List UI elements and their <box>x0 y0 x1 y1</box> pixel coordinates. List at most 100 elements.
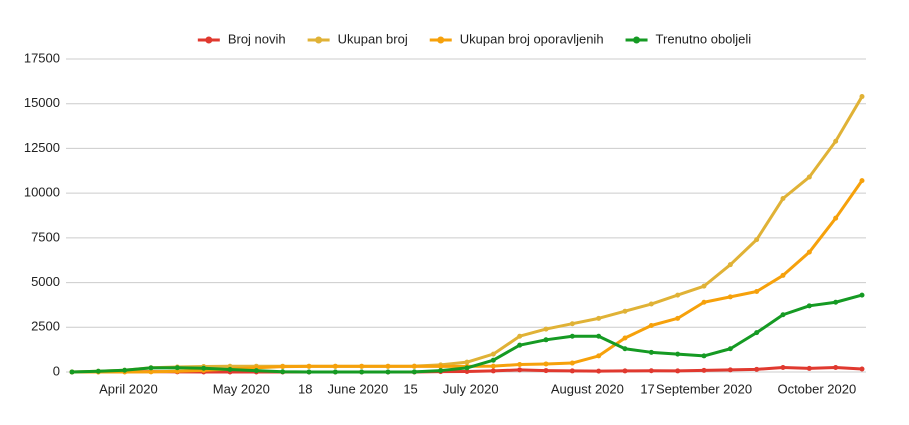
point <box>675 315 681 321</box>
point <box>569 360 575 366</box>
point <box>306 369 312 375</box>
point <box>754 289 760 295</box>
y-tick-label: 2500 <box>31 319 60 334</box>
point <box>727 294 733 300</box>
point <box>490 357 496 363</box>
point <box>543 326 549 332</box>
series-line <box>71 95 864 374</box>
point <box>727 346 733 352</box>
y-tick-label: 5000 <box>31 274 60 289</box>
point <box>701 283 707 289</box>
point <box>806 249 812 255</box>
point <box>780 196 786 202</box>
legend-item: Trenutno oboljeli <box>625 31 751 46</box>
point <box>227 366 233 372</box>
point <box>464 368 470 374</box>
point <box>385 363 391 369</box>
point <box>596 315 602 321</box>
x-tick-label: 17 <box>640 381 654 396</box>
y-tick-label: 15000 <box>24 95 60 110</box>
point <box>701 353 707 359</box>
point <box>385 369 391 375</box>
point <box>306 363 312 369</box>
point <box>622 368 628 374</box>
point <box>332 363 338 369</box>
point <box>438 363 444 369</box>
point <box>122 367 128 373</box>
point <box>464 359 470 365</box>
point <box>174 365 180 371</box>
point <box>543 337 549 343</box>
legend-dot <box>633 36 641 44</box>
point <box>648 349 654 355</box>
x-tick-label: June 2020 <box>328 381 389 396</box>
x-tick-label: 15 <box>403 381 417 396</box>
y-tick-label: 12500 <box>24 140 60 155</box>
x-tick-label: September 2020 <box>656 381 752 396</box>
point <box>490 351 496 357</box>
point <box>359 363 365 369</box>
x-tick-label: May 2020 <box>213 381 270 396</box>
point <box>780 365 786 371</box>
legend-dot <box>437 36 445 44</box>
series-line <box>72 179 864 374</box>
point <box>806 303 812 309</box>
point <box>464 365 470 371</box>
point <box>69 369 75 375</box>
point <box>859 366 865 372</box>
point <box>569 368 575 374</box>
point <box>411 363 417 369</box>
legend-item: Ukupan broj <box>307 31 408 46</box>
point <box>859 94 865 100</box>
point <box>675 368 681 374</box>
point <box>411 369 417 375</box>
point <box>648 368 654 374</box>
x-tick-label: April 2020 <box>99 381 158 396</box>
point <box>543 368 549 374</box>
point <box>701 367 707 373</box>
legend-label: Ukupan broj <box>338 31 408 46</box>
legend-item: Broj novih <box>197 31 286 46</box>
point <box>833 299 839 305</box>
point <box>569 333 575 339</box>
legend-item: Ukupan broj oporavljenih <box>429 31 604 46</box>
point <box>754 366 760 372</box>
point <box>332 369 338 375</box>
point <box>833 365 839 371</box>
point <box>701 299 707 305</box>
point <box>648 301 654 307</box>
point <box>517 367 523 373</box>
point <box>780 272 786 278</box>
point <box>622 346 628 352</box>
point <box>148 369 154 375</box>
point <box>174 368 180 374</box>
point <box>596 353 602 359</box>
y-tick-label: 17500 <box>24 50 60 65</box>
legend-dot <box>315 36 323 44</box>
legend-dot <box>205 36 213 44</box>
point <box>569 321 575 327</box>
point <box>517 361 523 367</box>
legend-label: Broj novih <box>228 31 286 46</box>
point <box>727 367 733 373</box>
point <box>517 342 523 348</box>
point <box>280 364 286 370</box>
point <box>648 322 654 328</box>
point <box>596 368 602 374</box>
point <box>675 351 681 357</box>
point <box>253 368 259 374</box>
point <box>359 369 365 375</box>
legend: Broj novih Ukupan broj Ukupan broj oporavl… <box>197 31 751 46</box>
point <box>201 365 207 371</box>
point <box>754 330 760 336</box>
x-tick-label: July 2020 <box>443 381 499 396</box>
point <box>859 178 865 184</box>
point <box>596 333 602 339</box>
point <box>806 174 812 180</box>
x-tick-label: 18 <box>298 381 312 396</box>
point <box>95 368 101 374</box>
point <box>543 361 549 367</box>
point <box>754 237 760 243</box>
point <box>622 335 628 341</box>
